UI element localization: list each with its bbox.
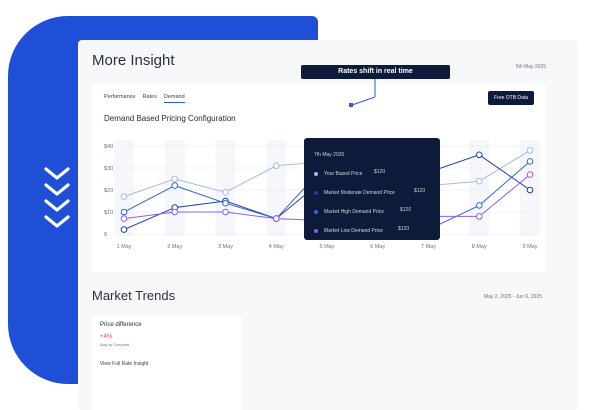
x-tick-label: 6 May xyxy=(370,244,385,250)
tooltip-value: $120 xyxy=(414,188,426,194)
data-point xyxy=(222,188,229,196)
y-tick-label: $40 xyxy=(104,144,113,150)
price-difference-title: Price difference xyxy=(100,322,142,328)
series-dot-icon xyxy=(314,229,318,233)
data-point xyxy=(526,186,534,194)
tooltip-value: $120 xyxy=(400,207,412,213)
pricing-panel: Performance Rates Demand Free OTB Data D… xyxy=(92,84,546,272)
data-point xyxy=(475,202,483,209)
section-title: Demand Based Pricing Configuration xyxy=(104,114,236,123)
tooltip-label: Market Low Demand Price xyxy=(324,228,383,234)
chart-tooltip: 7th May 2025 Your Based Price $120 Marke… xyxy=(304,138,440,240)
price-difference-card: Price difference +4% Avg vs Compset View… xyxy=(92,316,242,410)
banner-connector xyxy=(349,79,376,107)
market-trends-date-range[interactable]: May 2, 2025 - Jun 6, 2025 xyxy=(483,294,542,300)
tooltip-row: Market Low Demand Price xyxy=(314,228,383,234)
tooltip-label: Market Moderate Demand Price xyxy=(324,190,395,196)
y-tick-label: $30 xyxy=(104,166,113,172)
x-tick-label: 4 May xyxy=(269,244,284,250)
data-point xyxy=(120,208,128,216)
header-date: 5th May 2025 xyxy=(515,64,546,70)
view-full-rate-insight-link[interactable]: View Full Rate Insight xyxy=(100,361,149,367)
data-point xyxy=(475,177,483,185)
tooltip-row: Market Moderate Demand Price xyxy=(314,190,395,196)
x-tick-label: 2 May xyxy=(167,244,182,250)
data-point xyxy=(171,208,179,216)
market-trends-title: Market Trends xyxy=(92,288,176,303)
data-point xyxy=(526,171,534,178)
y-tick-label: $20 xyxy=(104,188,113,194)
data-point xyxy=(120,215,128,222)
tooltip-date: 7th May 2025 xyxy=(314,152,345,158)
tab-bar: Performance Rates Demand xyxy=(104,94,185,103)
tooltip-value: $120 xyxy=(374,169,386,175)
data-point xyxy=(222,199,229,207)
tab-performance[interactable]: Performance xyxy=(104,94,136,100)
series-dot-icon xyxy=(314,210,318,214)
x-tick-label: 9 May xyxy=(523,244,538,250)
tab-demand[interactable]: Demand xyxy=(163,94,185,103)
tooltip-row: Market High Demand Price xyxy=(314,209,384,215)
tooltip-label: Market High Demand Price xyxy=(324,209,385,215)
series-dot-icon xyxy=(314,191,318,195)
data-point xyxy=(120,193,128,200)
data-point xyxy=(475,213,483,220)
tooltip-label: Your Based Price xyxy=(324,171,363,177)
data-point xyxy=(526,147,534,154)
series-dot-icon xyxy=(314,172,318,176)
data-point xyxy=(171,182,179,189)
y-tick-label: 0 xyxy=(104,232,107,238)
data-point xyxy=(272,162,280,170)
price-difference-value: +4% xyxy=(100,334,113,340)
realtime-banner: Rates shift in real time xyxy=(301,65,450,79)
tooltip-row: Your Based Price xyxy=(314,171,362,177)
tooltip-value: $120 xyxy=(398,226,410,232)
free-otb-data-button[interactable]: Free OTB Data xyxy=(488,91,534,105)
page-title: More Insight xyxy=(92,52,175,69)
data-point xyxy=(120,226,128,233)
chevron-stack-icon xyxy=(42,165,72,237)
x-tick-label: 5 May xyxy=(320,244,335,250)
x-tick-label: 3 May xyxy=(218,244,233,250)
data-point xyxy=(272,215,280,222)
data-point xyxy=(475,151,483,159)
x-tick-label: 8 May xyxy=(472,244,487,250)
x-tick-label: 1 May xyxy=(117,244,132,250)
x-tick-label: 7 May xyxy=(421,244,436,250)
price-difference-subtitle: Avg vs Compset xyxy=(100,342,130,347)
data-point xyxy=(222,208,229,216)
tab-rates[interactable]: Rates xyxy=(142,94,157,100)
insight-card: More Insight 5th May 2025 Performance Ra… xyxy=(78,40,578,410)
data-point xyxy=(526,158,534,165)
y-tick-label: $10 xyxy=(104,210,113,216)
data-point xyxy=(171,175,179,183)
